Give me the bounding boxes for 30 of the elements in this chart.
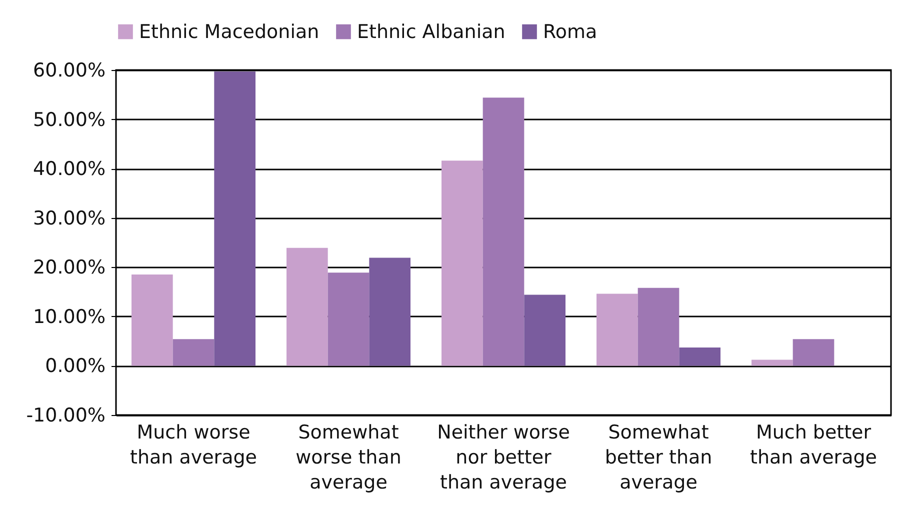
legend-label: Roma	[543, 20, 598, 43]
y-tick-label: 0.00%	[45, 355, 106, 378]
bar	[369, 258, 410, 366]
bar	[328, 272, 370, 366]
bar	[286, 248, 328, 366]
x-tick-label: Much better than average	[750, 422, 877, 468]
x-tick-label: Somewhat better than average	[604, 422, 712, 494]
x-tick-label: Neither worse nor better than average	[437, 422, 570, 494]
bar	[524, 294, 566, 366]
bar	[638, 288, 680, 366]
y-tick-label: 20.00%	[33, 256, 106, 279]
y-tick-label: 30.00%	[33, 207, 106, 230]
x-tick-label: Much worse than average	[130, 422, 257, 468]
legend-label: Ethnic Macedonian	[139, 20, 320, 43]
bar	[214, 71, 256, 366]
y-tick-label: -10.00%	[26, 404, 106, 426]
bar	[442, 160, 483, 366]
x-tick-label: Somewhat worse than average	[296, 422, 402, 494]
bar	[679, 347, 720, 366]
bar	[132, 274, 173, 366]
bar	[596, 294, 638, 366]
bar	[482, 98, 524, 366]
y-tick-label: 10.00%	[33, 306, 106, 328]
y-tick-label: 40.00%	[33, 158, 106, 180]
bar	[752, 360, 793, 366]
y-tick-label: 50.00%	[33, 108, 106, 131]
legend-label: Ethnic Albanian	[357, 20, 506, 43]
y-tick-label: 60.00%	[33, 60, 106, 82]
bar	[792, 339, 834, 366]
bar	[172, 339, 214, 366]
